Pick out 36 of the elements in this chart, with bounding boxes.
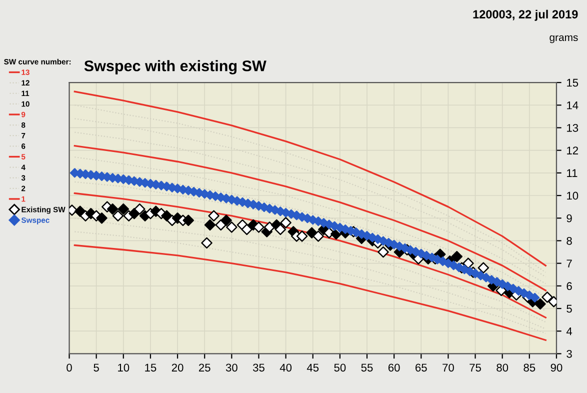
chart-title: Swspec with existing SW: [84, 60, 266, 74]
x-tick-label: 40: [280, 364, 292, 372]
y-tick-label: 8: [566, 236, 572, 245]
x-tick-label: 20: [172, 364, 184, 372]
y-axis-title: grams: [550, 35, 578, 44]
x-tick-label: 75: [470, 364, 481, 372]
y-tick-label: 13: [567, 124, 578, 132]
y-tick-label: 7: [566, 260, 572, 268]
x-tick-label: 85: [524, 364, 536, 372]
x-tick-label: 45: [306, 364, 319, 372]
y-tick-label: 3: [566, 350, 572, 358]
x-tick-label: 30: [226, 364, 238, 372]
chart-subtitle: 120003, 22 jul 2019: [473, 10, 578, 21]
y-tick-label: 6: [566, 282, 572, 290]
x-tick-label: 55: [361, 364, 373, 372]
x-tick-label: 65: [416, 364, 427, 372]
x-tick-label: 5: [94, 364, 99, 372]
x-tick-label: 0: [66, 364, 72, 372]
x-tick-label: 60: [388, 364, 400, 372]
x-tick-label: 15: [145, 364, 156, 372]
line-series: [74, 244, 546, 341]
y-tick-label: 5: [566, 304, 572, 313]
y-tick-label: 15: [567, 78, 578, 87]
y-tick-label: 11: [567, 169, 578, 177]
x-tick-label: 50: [334, 364, 346, 372]
y-tick-label: 10: [567, 192, 578, 200]
y-tick-label: 4: [566, 327, 572, 336]
y-tick-label: 9: [566, 214, 572, 222]
x-tick-label: 10: [118, 364, 130, 372]
x-tick-label: 35: [252, 364, 264, 372]
x-tick-label: 25: [198, 364, 210, 372]
y-tick-label: 14: [567, 102, 578, 110]
x-tick-label: 80: [496, 364, 508, 372]
x-tick-label: 90: [550, 364, 562, 372]
x-tick-label: 70: [442, 364, 454, 372]
y-tick-label: 12: [567, 146, 578, 154]
